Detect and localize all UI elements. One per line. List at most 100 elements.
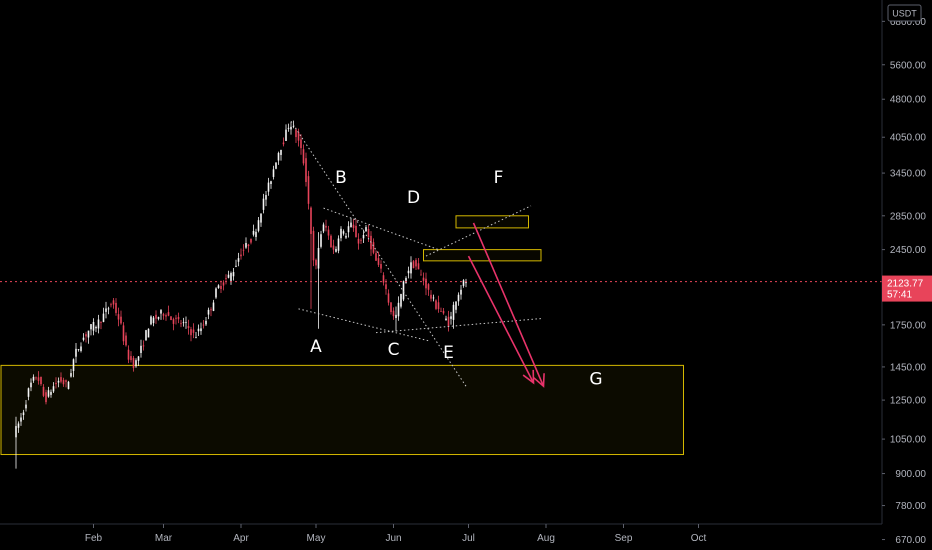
price-axis-background — [882, 0, 932, 524]
time-tick-label: Jun — [385, 533, 401, 544]
candle-body — [72, 359, 75, 371]
candle-body — [285, 129, 287, 141]
candle-body — [267, 182, 270, 192]
candle-body — [387, 293, 390, 303]
candle-body — [462, 280, 465, 286]
candle-body — [242, 249, 245, 251]
candle-body — [352, 224, 355, 228]
candle-body — [457, 294, 460, 302]
candle-body — [215, 288, 217, 298]
candle-body — [102, 313, 105, 322]
candle-body — [275, 162, 277, 169]
candle-body — [80, 346, 82, 351]
candle-body — [450, 316, 452, 319]
candle-body — [397, 302, 400, 317]
candle-body — [440, 311, 442, 312]
candle-body — [200, 328, 202, 332]
candle-body — [195, 337, 197, 339]
time-axis[interactable]: Feb Mar Apr May Jun Jul Aug Sep Oct — [0, 523, 882, 544]
price-axis[interactable]: 9500.008000.006800.005600.004800.004050.… — [881, 0, 932, 546]
candle-body — [145, 330, 147, 341]
time-tick-label: Oct — [691, 533, 707, 544]
candle-body — [395, 314, 397, 319]
candle-body — [342, 231, 345, 234]
candle-body — [460, 289, 462, 295]
wave-label-e: E — [443, 343, 454, 363]
trendlines-layer — [290, 120, 542, 387]
candle-body — [185, 322, 187, 323]
candle-body — [95, 326, 97, 329]
candle-body — [47, 390, 50, 397]
wave-labels-layer: A B C D E F G — [310, 168, 602, 390]
candle-body — [385, 284, 387, 290]
candle-body — [172, 319, 175, 324]
zones-layer — [0, 215, 684, 456]
candle-body — [225, 278, 227, 280]
candle-body — [107, 308, 110, 310]
candle-body — [222, 282, 225, 286]
candle-body — [162, 314, 165, 316]
candle-body — [85, 334, 87, 337]
candle-body — [362, 235, 365, 239]
candle-body — [150, 316, 152, 325]
candle-body — [27, 388, 30, 397]
candle-body — [230, 273, 232, 281]
candle-body — [257, 220, 260, 231]
candle-body — [405, 278, 407, 283]
price-tick-label: 4050.00 — [890, 133, 927, 144]
candle-body — [217, 285, 220, 289]
candle-body — [427, 284, 430, 290]
currency-badge[interactable]: USDT — [887, 4, 922, 22]
candle-body — [302, 149, 305, 164]
candle-body — [105, 308, 107, 312]
candle-body — [130, 356, 132, 361]
candle-body — [92, 322, 95, 331]
candle-body — [310, 207, 312, 234]
candle-body — [155, 314, 157, 319]
candle-body — [375, 253, 377, 261]
candle-body — [312, 230, 315, 261]
candle-body — [290, 126, 292, 130]
candle-body — [237, 258, 240, 262]
candle-body — [52, 386, 55, 392]
candle-body — [115, 302, 117, 313]
wave-label-a: A — [310, 337, 322, 357]
projection-arrow-shaft — [467, 255, 535, 384]
candle-body — [345, 235, 347, 238]
candle-body — [202, 324, 205, 326]
candle-body — [110, 304, 112, 306]
price-tick-label: 1750.00 — [890, 320, 927, 331]
candle-body — [347, 226, 350, 233]
time-ticks: Feb Mar Apr May Jun Jul Aug Sep Oct — [85, 524, 707, 544]
candle-body — [287, 127, 290, 129]
candle-body — [400, 294, 402, 307]
candle-body — [122, 325, 125, 342]
candle-body — [417, 263, 420, 270]
candle-body — [265, 195, 267, 200]
candle-body — [240, 254, 242, 257]
projection-arrow-head — [522, 369, 535, 385]
candle-body — [15, 426, 17, 438]
candle-body — [180, 323, 182, 325]
candle-body — [392, 310, 395, 317]
last-price-value: 2123.77 — [887, 279, 924, 290]
candle-body — [255, 231, 257, 237]
candle-body — [82, 337, 85, 340]
time-tick-label: Mar — [155, 533, 173, 544]
candle-body — [372, 242, 375, 253]
candle-body — [117, 314, 120, 320]
candle-body — [67, 381, 70, 389]
candle-body — [430, 294, 432, 299]
projection-arrow-head — [533, 373, 545, 388]
candle-body — [410, 262, 412, 274]
candle-body — [22, 412, 25, 416]
candle-body — [77, 349, 80, 350]
candle-body — [355, 225, 357, 238]
candle-body — [140, 345, 142, 353]
candle-body — [127, 349, 130, 360]
candles-layer — [15, 120, 467, 469]
candle-body — [57, 380, 60, 383]
candle-body — [137, 356, 140, 361]
